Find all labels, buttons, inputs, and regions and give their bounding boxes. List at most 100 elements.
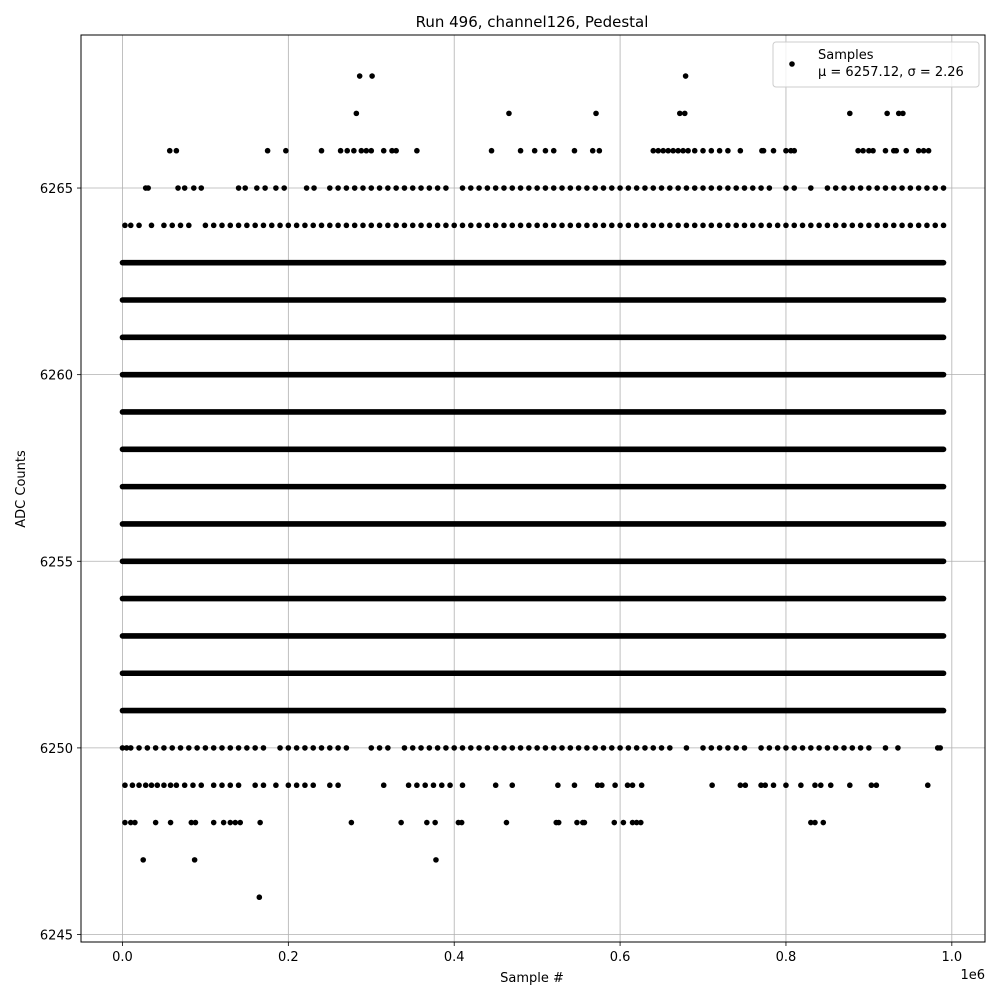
data-point <box>188 819 195 826</box>
data-point <box>418 745 424 751</box>
data-point <box>161 745 167 751</box>
data-point <box>430 782 437 789</box>
data-point <box>725 222 731 229</box>
legend-label: Samples <box>818 48 874 63</box>
data-point <box>665 147 671 154</box>
data-point <box>642 222 648 229</box>
data-point <box>376 222 383 229</box>
data-point <box>899 185 905 191</box>
data-point <box>857 185 864 191</box>
data-point <box>625 185 632 191</box>
data-point <box>302 745 308 751</box>
data-point <box>625 222 632 229</box>
data-point <box>447 782 453 789</box>
data-point <box>650 222 657 229</box>
data-point <box>820 819 827 826</box>
data-point <box>414 782 420 789</box>
data-point <box>733 222 739 229</box>
data-point <box>882 147 889 154</box>
data-point <box>526 222 532 229</box>
data-point <box>190 782 196 789</box>
data-point <box>451 745 458 751</box>
chart-title: Run 496, channel126, Pedestal <box>416 13 649 31</box>
data-point <box>907 222 914 229</box>
data-point <box>742 782 749 789</box>
data-point <box>210 745 217 751</box>
data-point <box>600 745 607 751</box>
data-point <box>484 185 491 191</box>
data-point <box>791 222 798 229</box>
data-point <box>716 147 723 154</box>
data-point <box>700 185 706 191</box>
data-point <box>708 745 715 751</box>
data-point <box>136 745 142 751</box>
data-point <box>210 222 217 229</box>
data-point <box>658 185 665 191</box>
data-point <box>293 782 300 789</box>
data-point <box>642 185 648 191</box>
data-point <box>227 222 234 229</box>
data-point <box>667 185 673 191</box>
data-point <box>542 147 549 154</box>
data-point <box>638 819 644 826</box>
data-point <box>492 745 499 751</box>
x-tick-label: 1.0 <box>941 950 962 965</box>
data-point <box>550 222 557 229</box>
data-point <box>920 147 927 154</box>
data-point <box>161 222 167 229</box>
data-point <box>237 819 244 826</box>
data-point <box>683 222 690 229</box>
data-point <box>235 222 242 229</box>
data-point <box>368 222 375 229</box>
x-axis-offset-label: 1e6 <box>960 968 985 983</box>
data-points <box>119 73 947 901</box>
data-point <box>749 185 756 191</box>
data-point <box>600 185 607 191</box>
data-point <box>210 819 217 826</box>
data-point <box>219 222 225 229</box>
data-point <box>181 185 188 191</box>
data-point <box>841 745 847 751</box>
data-point <box>318 745 325 751</box>
y-axis-label: ADC Counts <box>14 450 29 528</box>
data-point <box>681 110 688 117</box>
data-point <box>506 110 512 117</box>
data-point <box>791 185 798 191</box>
data-point <box>283 147 289 154</box>
data-point <box>749 222 756 229</box>
data-point <box>680 147 686 154</box>
data-point <box>219 745 225 751</box>
data-point <box>227 819 234 826</box>
data-point <box>335 185 341 191</box>
data-point <box>426 185 433 191</box>
data-point <box>658 745 665 751</box>
data-point <box>534 745 540 751</box>
data-point <box>273 185 279 191</box>
data-point <box>660 147 667 154</box>
data-point <box>173 147 180 154</box>
data-point <box>526 185 532 191</box>
x-tick-label: 0.2 <box>278 950 299 965</box>
data-point <box>327 782 333 789</box>
data-point <box>575 222 582 229</box>
data-point <box>198 782 205 789</box>
data-point <box>311 185 317 191</box>
data-point <box>650 147 657 154</box>
data-point <box>691 185 698 191</box>
data-point <box>181 782 188 789</box>
data-point <box>890 185 897 191</box>
data-point <box>414 147 420 154</box>
data-point <box>177 222 184 229</box>
data-point <box>594 782 601 789</box>
x-tick-label: 0.8 <box>776 950 797 965</box>
data-point <box>327 222 333 229</box>
data-point <box>567 222 574 229</box>
data-point <box>401 222 408 229</box>
data-point <box>202 745 209 751</box>
data-point <box>798 782 804 789</box>
data-point <box>310 782 317 789</box>
data-point <box>303 185 310 191</box>
data-point <box>855 147 861 154</box>
data-point <box>758 745 764 751</box>
data-point <box>675 185 681 191</box>
